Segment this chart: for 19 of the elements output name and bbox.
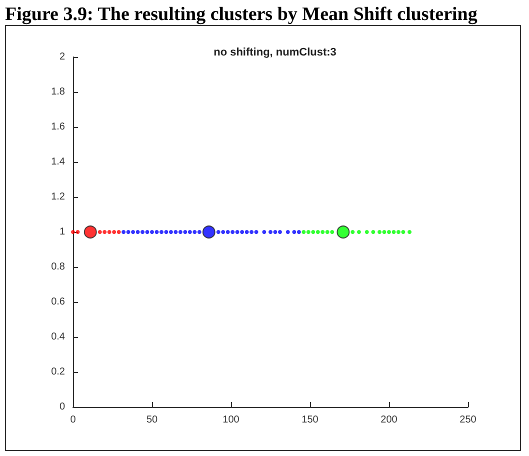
y-tick-label: 0.4 <box>51 332 66 342</box>
y-tick-label: 0.6 <box>51 296 66 308</box>
y-tick-label: 0 <box>59 402 66 412</box>
y-tick-label: 1.4 <box>51 156 66 168</box>
x-tick-label: 200 <box>380 414 398 426</box>
y-tick-label: 2 <box>59 52 66 62</box>
x-tick-label: 100 <box>222 414 240 426</box>
y-tick-label: 1.2 <box>51 192 66 202</box>
y-tick-label: 0.8 <box>51 262 66 272</box>
x-tick-label: 0 <box>70 414 76 426</box>
x-tick-label: 50 <box>146 414 158 426</box>
y-tick-label: 1.6 <box>51 122 66 132</box>
x-tick-label: 150 <box>302 414 319 426</box>
y-tick-label: 1 <box>59 226 66 238</box>
chart-title: Figure 3.9: The resulting clusters by Mean Shift clustering <box>5 4 478 25</box>
y-tick-label: 1.8 <box>51 86 66 98</box>
chart-subtitle: no shifting, numClust:3 <box>214 46 336 58</box>
y-tick-label: 0.2 <box>51 366 66 378</box>
x-tick-label: 250 <box>460 414 477 426</box>
